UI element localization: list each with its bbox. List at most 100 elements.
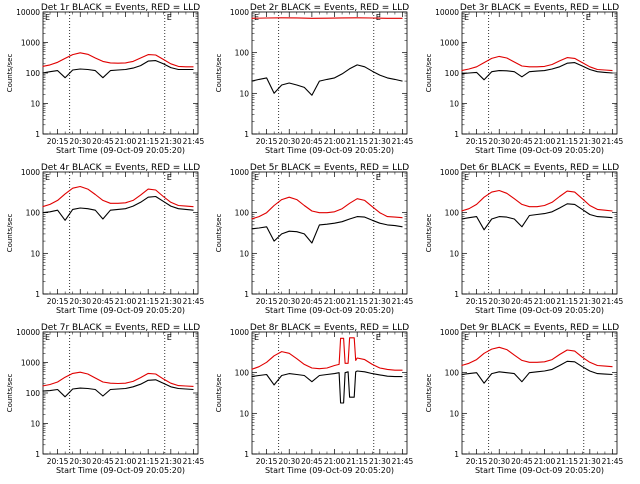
x-tick-label: 21:45 — [602, 137, 624, 146]
plot-frame — [42, 171, 199, 295]
x-tick-label: 21:45 — [392, 297, 414, 306]
corner-label-right: E — [167, 173, 172, 182]
x-tick-label: 20:30 — [69, 137, 91, 146]
y-tick-label: 10 — [449, 100, 459, 109]
y-tick-label: 1000 — [21, 359, 40, 368]
x-tick-label: 21:45 — [392, 457, 414, 466]
series-line-lld-red — [461, 189, 613, 212]
x-tick-label: 20:15 — [256, 297, 278, 306]
x-tick-label: 20:15 — [256, 137, 278, 146]
corner-label-right: E — [376, 333, 381, 342]
x-tick-label: 20:30 — [278, 137, 300, 146]
corner-label-right: E — [586, 173, 591, 182]
chart-panel-4: Det 4r BLACK = Events, RED = LLD 1 10 100 10… — [6, 163, 205, 315]
x-tick-label: 20:30 — [488, 137, 510, 146]
x-tick-label: 20:45 — [301, 457, 323, 466]
x-tick-label: 20:15 — [466, 297, 488, 306]
x-axis-label: Start Time (09-Oct-09 20:05:20) — [475, 306, 604, 315]
corner-label-left: E — [254, 173, 259, 182]
corner-label-left: E — [254, 13, 259, 22]
y-tick-label: 10 — [30, 100, 40, 109]
chart-title: Det 5r BLACK = Events, RED = LLD — [250, 163, 409, 173]
x-tick-label: 21:00 — [534, 457, 556, 466]
y-axis-label: Counts/sec — [6, 214, 14, 253]
x-tick-label: 21:00 — [324, 297, 346, 306]
y-tick-label: 1000 — [440, 328, 459, 337]
x-tick-label: 21:30 — [369, 297, 391, 306]
x-tick-label: 21:45 — [602, 297, 624, 306]
x-tick-label: 20:45 — [511, 457, 533, 466]
x-tick-label: 21:30 — [579, 137, 601, 146]
y-tick-label: 100 — [26, 389, 41, 398]
x-tick-label: 20:15 — [256, 457, 278, 466]
x-tick-label: 21:30 — [160, 457, 182, 466]
series-line-events-black — [42, 60, 194, 79]
x-tick-label: 21:15 — [556, 457, 578, 466]
y-tick-label: 1000 — [440, 168, 459, 177]
y-tick-label: 10 — [449, 409, 459, 418]
y-axis-label: Counts/sec — [425, 214, 433, 253]
series-line-events-black — [251, 216, 403, 244]
y-tick-label: 1000 — [21, 168, 40, 177]
y-tick-label: 100 — [26, 209, 41, 218]
x-tick-label: 21:30 — [579, 297, 601, 306]
x-tick-label: 20:30 — [69, 457, 91, 466]
plot-frame — [461, 11, 618, 135]
series-line-events-black — [42, 195, 194, 221]
y-tick-label: 1 — [454, 450, 459, 459]
chart-panel-7: Det 7r BLACK = Events, RED = LLD 1 10 100 10… — [6, 323, 205, 475]
x-tick-label: 20:30 — [69, 297, 91, 306]
y-tick-label: 1 — [35, 130, 40, 139]
y-tick-label: 10 — [239, 249, 249, 258]
y-tick-label: 10 — [30, 420, 40, 429]
x-tick-label: 20:45 — [92, 297, 114, 306]
y-tick-label: 10 — [239, 409, 249, 418]
series-line-lld-red — [461, 55, 613, 72]
x-tick-label: 20:45 — [301, 297, 323, 306]
x-tick-label: 21:30 — [369, 137, 391, 146]
x-axis-label: Start Time (09-Oct-09 20:05:20) — [56, 466, 185, 475]
series-line-events-black — [251, 370, 403, 404]
x-tick-label: 21:15 — [137, 457, 159, 466]
x-tick-label: 21:30 — [160, 137, 182, 146]
x-tick-label: 20:15 — [47, 297, 69, 306]
x-tick-label: 21:15 — [346, 137, 368, 146]
x-axis-label: Start Time (09-Oct-09 20:05:20) — [475, 466, 604, 475]
y-tick-label: 10 — [449, 249, 459, 258]
x-tick-label: 20:45 — [92, 137, 114, 146]
corner-label-right: E — [376, 173, 381, 182]
chart-title: Det 4r BLACK = Events, RED = LLD — [41, 163, 200, 173]
chart-title: Det 8r BLACK = Events, RED = LLD — [250, 323, 409, 333]
x-axis-label: Start Time (09-Oct-09 20:05:20) — [265, 466, 394, 475]
y-axis-label: Counts/sec — [6, 374, 14, 413]
series-line-lld-red — [461, 346, 613, 368]
chart-title: Det 6r BLACK = Events, RED = LLD — [460, 163, 619, 173]
y-tick-label: 1 — [454, 290, 459, 299]
series-line-events-black — [251, 64, 403, 96]
x-tick-label: 21:15 — [556, 137, 578, 146]
y-tick-label: 10000 — [16, 8, 40, 17]
x-axis-label: Start Time (09-Oct-09 20:05:20) — [56, 306, 185, 315]
y-axis-label: Counts/sec — [215, 54, 223, 93]
x-tick-label: 21:45 — [183, 457, 205, 466]
chart-panel-2: Det 2r BLACK = Events, RED = LLD 1 10 100 10… — [215, 3, 414, 155]
x-tick-label: 21:00 — [324, 137, 346, 146]
x-axis-label: Start Time (09-Oct-09 20:05:20) — [56, 146, 185, 155]
y-tick-label: 100 — [235, 49, 250, 58]
chart-panel-3: Det 3r BLACK = Events, RED = LLD 1 10 100 10… — [425, 3, 624, 155]
series-line-events-black — [461, 203, 613, 231]
chart-panel-8: Det 8r BLACK = Events, RED = LLD 1 10 100 10… — [215, 323, 414, 475]
corner-label-left: E — [45, 13, 50, 22]
y-tick-label: 100 — [445, 69, 460, 78]
chart-title: Det 2r BLACK = Events, RED = LLD — [250, 3, 409, 13]
x-tick-label: 20:15 — [466, 457, 488, 466]
x-axis-label: Start Time (09-Oct-09 20:05:20) — [265, 146, 394, 155]
x-tick-label: 20:15 — [47, 137, 69, 146]
x-tick-label: 20:45 — [301, 137, 323, 146]
x-tick-label: 21:00 — [534, 137, 556, 146]
chart-title: Det 9r BLACK = Events, RED = LLD — [460, 323, 619, 333]
x-tick-label: 20:15 — [47, 457, 69, 466]
x-axis-label: Start Time (09-Oct-09 20:05:20) — [475, 146, 604, 155]
plot-frame — [42, 331, 199, 455]
